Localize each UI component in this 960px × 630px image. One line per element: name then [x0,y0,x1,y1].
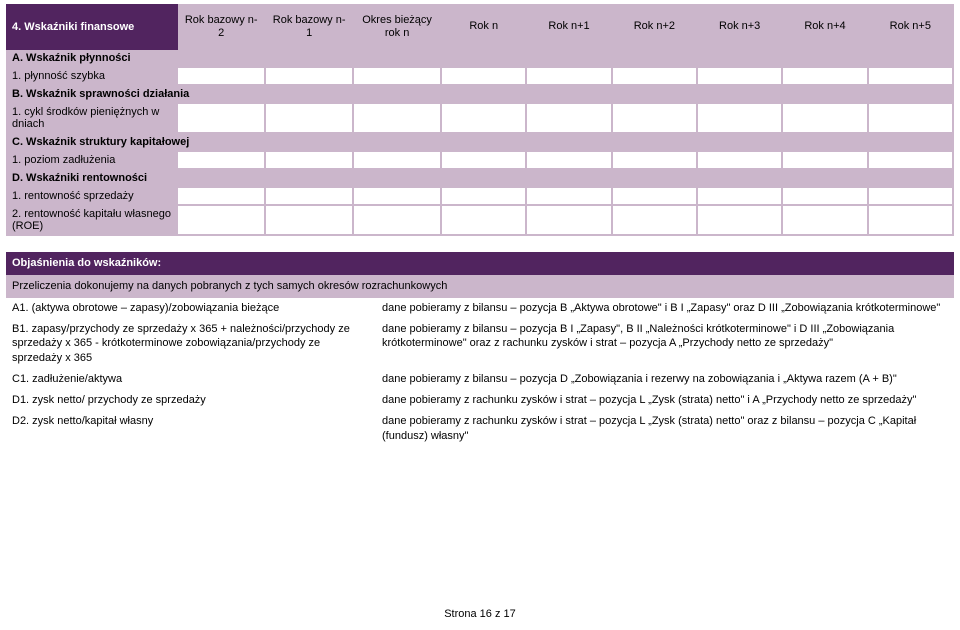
column-header: Rok n+5 [868,5,953,49]
value-cell [782,187,867,205]
indicator-label: 1. cykl środków pieniężnych w dniach [7,103,177,133]
value-cell [265,205,353,235]
column-header: Rok n+3 [697,5,782,49]
value-cell [697,187,782,205]
financial-indicators-table: 4. Wskaźniki finansoweRok bazowy n-2Rok … [6,4,954,236]
explanations-subheading: Przeliczenia dokonujemy na danych pobran… [6,275,954,298]
value-cell [697,205,782,235]
indicator-label: 2. rentowność kapitału własnego (ROE) [7,205,177,235]
value-cell [177,103,265,133]
explanation-source: dane pobieramy z bilansu – pozycja D „Zo… [376,369,954,390]
value-cell [353,103,441,133]
value-cell [353,67,441,85]
value-cell [526,103,611,133]
value-cell [697,103,782,133]
explanations-heading: Objaśnienia do wskaźników: [6,252,954,275]
value-cell [782,205,867,235]
column-header: Rok bazowy n-2 [177,5,265,49]
column-header: Rok n+4 [782,5,867,49]
value-cell [177,205,265,235]
indicator-label: 1. poziom zadłużenia [7,151,177,169]
value-cell [868,205,953,235]
explanation-formula: D1. zysk netto/ przychody ze sprzedaży [6,390,376,411]
explanation-formula: C1. zadłużenie/aktywa [6,369,376,390]
value-cell [441,103,526,133]
value-cell [612,187,697,205]
indicator-label: 1. płynność szybka [7,67,177,85]
value-cell [441,205,526,235]
column-header: Rok n [441,5,526,49]
value-cell [353,205,441,235]
value-cell [612,67,697,85]
value-cell [697,67,782,85]
value-cell [526,205,611,235]
value-cell [782,151,867,169]
explanation-source: dane pobieramy z bilansu – pozycja B „Ak… [376,298,954,319]
value-cell [265,151,353,169]
section-header: C. Wskaźnik struktury kapitałowej [7,133,953,151]
section-header: A. Wskaźnik płynności [7,49,953,67]
section-header: B. Wskaźnik sprawności działania [7,85,953,103]
value-cell [265,187,353,205]
column-header: Rok n+2 [612,5,697,49]
explanation-formula: A1. (aktywa obrotowe – zapasy)/zobowiąza… [6,298,376,319]
page-footer: Strona 16 z 17 [0,608,960,620]
value-cell [612,205,697,235]
value-cell [526,187,611,205]
value-cell [697,151,782,169]
value-cell [612,151,697,169]
explanation-source: dane pobieramy z rachunku zysków i strat… [376,411,954,447]
value-cell [868,67,953,85]
value-cell [353,151,441,169]
value-cell [441,187,526,205]
column-header: Rok bazowy n-1 [265,5,353,49]
section-header: D. Wskaźniki rentowności [7,169,953,187]
explanation-formula: D2. zysk netto/kapitał własny [6,411,376,447]
table-title: 4. Wskaźniki finansowe [7,5,177,49]
value-cell [441,151,526,169]
value-cell [782,103,867,133]
indicator-label: 1. rentowność sprzedaży [7,187,177,205]
value-cell [265,67,353,85]
value-cell [868,187,953,205]
value-cell [782,67,867,85]
value-cell [612,103,697,133]
explanation-source: dane pobieramy z rachunku zysków i strat… [376,390,954,411]
explanation-formula: B1. zapasy/przychody ze sprzedaży x 365 … [6,319,376,370]
explanation-source: dane pobieramy z bilansu – pozycja B I „… [376,319,954,370]
value-cell [526,67,611,85]
value-cell [353,187,441,205]
column-header: Okres bieżący rok n [353,5,441,49]
value-cell [265,103,353,133]
value-cell [177,151,265,169]
value-cell [177,67,265,85]
value-cell [526,151,611,169]
value-cell [441,67,526,85]
column-header: Rok n+1 [526,5,611,49]
explanations-table: Objaśnienia do wskaźników:Przeliczenia d… [6,252,954,446]
value-cell [868,151,953,169]
value-cell [868,103,953,133]
value-cell [177,187,265,205]
